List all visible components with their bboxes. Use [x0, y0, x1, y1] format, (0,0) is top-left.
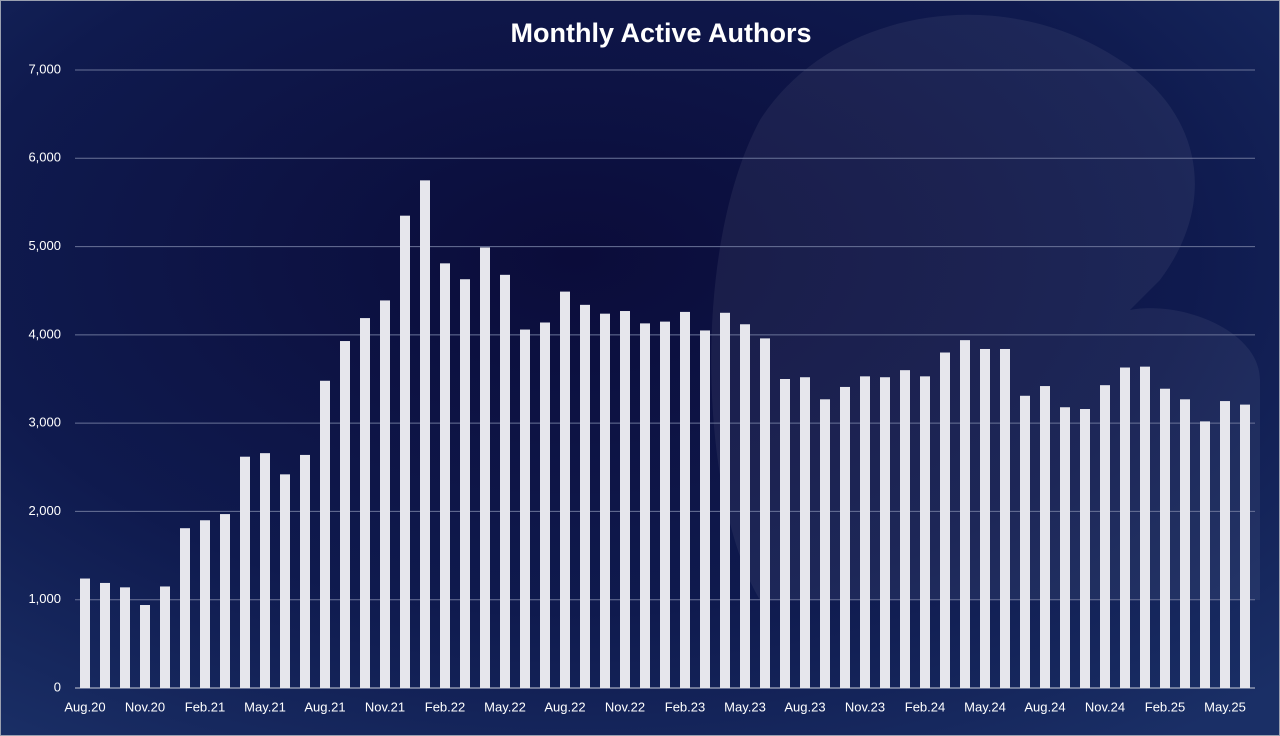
- bar: [840, 386, 850, 688]
- bar: [420, 180, 430, 688]
- bar: [600, 313, 610, 688]
- bar: [500, 274, 510, 688]
- x-tick-label: May.24: [964, 699, 1006, 714]
- bar: [860, 376, 870, 688]
- bar: [900, 370, 910, 688]
- bar: [1000, 348, 1010, 688]
- bar: [180, 528, 190, 688]
- bar: [640, 323, 650, 688]
- y-tick-label: 2,000: [28, 503, 61, 518]
- bar: [520, 329, 530, 688]
- x-tick-label: Feb.21: [185, 699, 225, 714]
- bar: [480, 247, 490, 688]
- bar: [1160, 388, 1170, 688]
- bar: [1100, 385, 1110, 688]
- bar: [880, 377, 890, 688]
- chart-title: Monthly Active Authors: [510, 18, 811, 48]
- bar: [460, 279, 470, 688]
- bar: [220, 514, 230, 688]
- x-tick-label: May.25: [1204, 699, 1246, 714]
- bar: [140, 605, 150, 688]
- bar: [1220, 401, 1230, 688]
- bar: [940, 352, 950, 688]
- bar: [700, 330, 710, 688]
- bar: [1060, 407, 1070, 688]
- x-tick-label: Aug.21: [304, 699, 345, 714]
- bar: [400, 215, 410, 688]
- x-tick-label: Aug.22: [544, 699, 585, 714]
- x-tick-label: May.22: [484, 699, 526, 714]
- bar: [100, 582, 110, 688]
- bar: [260, 453, 270, 688]
- bar: [680, 311, 690, 688]
- bar: [1020, 395, 1030, 688]
- x-tick-label: May.21: [244, 699, 286, 714]
- bar: [360, 318, 370, 688]
- x-tick-label: Feb.24: [905, 699, 945, 714]
- x-tick-label: Nov.20: [125, 699, 165, 714]
- x-tick-label: May.23: [724, 699, 766, 714]
- bar: [540, 322, 550, 688]
- bar: [780, 379, 790, 688]
- bar: [160, 586, 170, 688]
- bar: [1240, 404, 1250, 688]
- bar: [440, 263, 450, 688]
- bar: [620, 311, 630, 688]
- bar: [320, 380, 330, 688]
- x-tick-label: Nov.24: [1085, 699, 1125, 714]
- bar: [280, 474, 290, 688]
- y-tick-label: 7,000: [28, 61, 61, 76]
- x-tick-label: Feb.22: [425, 699, 465, 714]
- bar: [560, 291, 570, 688]
- bar: [800, 377, 810, 688]
- x-tick-label: Aug.24: [1024, 699, 1065, 714]
- bar: [760, 338, 770, 688]
- bar: [1140, 366, 1150, 688]
- x-tick-label: Aug.23: [784, 699, 825, 714]
- bar: [380, 300, 390, 688]
- y-tick-label: 6,000: [28, 150, 61, 165]
- bar: [960, 340, 970, 688]
- bar: [300, 454, 310, 688]
- x-tick-label: Nov.23: [845, 699, 885, 714]
- bar: [980, 348, 990, 688]
- y-tick-label: 5,000: [28, 238, 61, 253]
- bar: [1180, 399, 1190, 688]
- x-tick-label: Feb.23: [665, 699, 705, 714]
- x-tick-label: Nov.21: [365, 699, 405, 714]
- bar: [80, 578, 90, 688]
- bar: [920, 376, 930, 688]
- x-tick-label: Feb.25: [1145, 699, 1185, 714]
- bar: [340, 341, 350, 688]
- y-tick-label: 4,000: [28, 326, 61, 341]
- bar: [740, 324, 750, 688]
- bar: [240, 456, 250, 688]
- x-tick-label: Nov.22: [605, 699, 645, 714]
- bar: [580, 304, 590, 688]
- bar: [1040, 386, 1050, 688]
- bar: [1200, 421, 1210, 688]
- bar: [120, 587, 130, 688]
- y-tick-label: 0: [54, 679, 61, 694]
- bar: [1080, 409, 1090, 688]
- bar: [660, 321, 670, 688]
- bar: [200, 520, 210, 688]
- bar: [820, 399, 830, 688]
- bar: [720, 312, 730, 688]
- y-tick-label: 3,000: [28, 415, 61, 430]
- x-tick-label: Aug.20: [64, 699, 105, 714]
- y-tick-label: 1,000: [28, 591, 61, 606]
- bar: [1120, 367, 1130, 688]
